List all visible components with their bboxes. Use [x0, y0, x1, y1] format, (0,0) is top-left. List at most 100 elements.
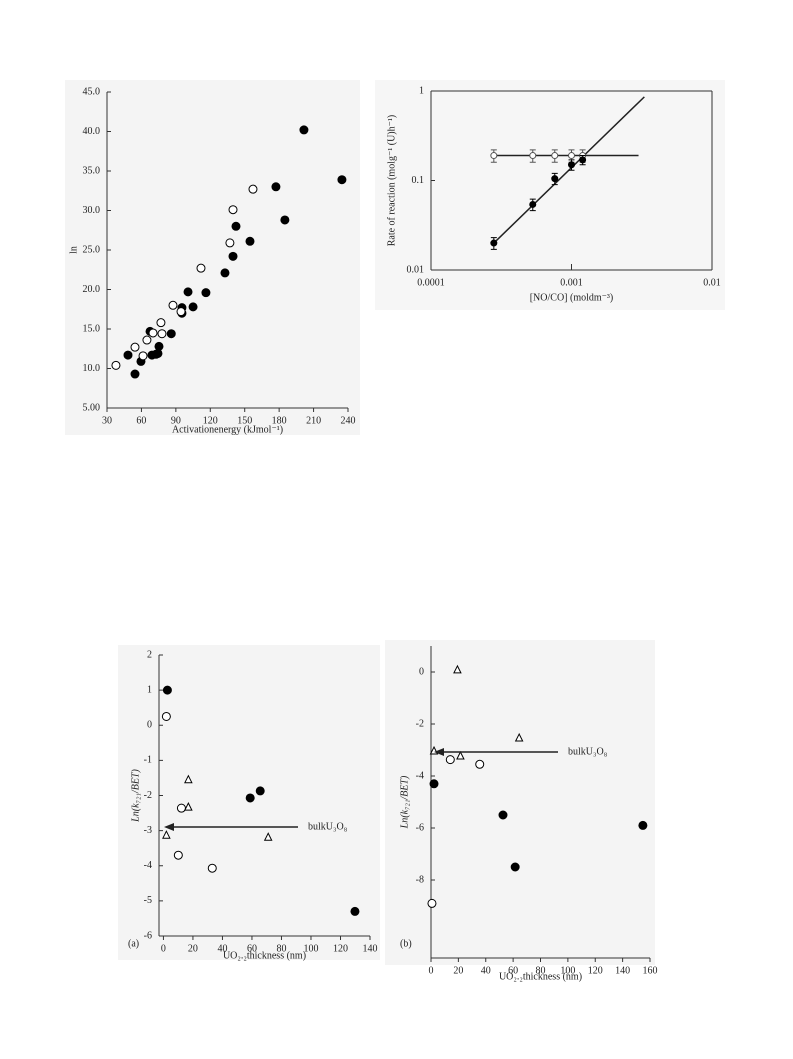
x-tick-label: 140 — [615, 965, 630, 976]
y-tick-label: -1 — [144, 755, 152, 766]
x-tick-label: 20 — [453, 965, 463, 976]
y-tick-label: -5 — [144, 895, 152, 906]
annotation: bulkU₃O₈ — [568, 746, 608, 757]
data-point — [173, 850, 183, 860]
data-point — [271, 182, 281, 192]
y-tick-label: 0 — [147, 720, 152, 731]
data-point — [429, 779, 439, 789]
data-point — [638, 820, 648, 830]
arrow-head — [434, 748, 444, 756]
y-tick-label: 0 — [419, 666, 424, 677]
x-axis-label: Activationenergy (kJmol⁻¹) — [172, 424, 283, 435]
x-tick-label: 120 — [203, 415, 218, 426]
x-tick-label: 40 — [217, 943, 227, 954]
panel-background — [385, 640, 655, 965]
data-point — [142, 335, 152, 345]
x-tick-label: 150 — [237, 415, 252, 426]
x-tick-label: 30 — [102, 415, 112, 426]
x-tick-label: 210 — [306, 415, 321, 426]
data-point — [228, 205, 238, 215]
x-tick-label: 60 — [136, 415, 146, 426]
annotation: bulkU₃O₈ — [308, 821, 348, 832]
y-tick-label: 20.0 — [83, 284, 101, 295]
x-tick-label: 0 — [429, 965, 434, 976]
y-tick-label: 45.0 — [83, 86, 101, 97]
data-point — [453, 664, 462, 674]
data-point — [337, 175, 347, 185]
y-tick-label: -4 — [416, 770, 424, 781]
data-point — [280, 215, 290, 225]
y-tick-label: 15.0 — [83, 323, 101, 334]
data-point — [148, 328, 158, 338]
y-axis-label: ln — [68, 246, 79, 254]
panel-background — [65, 80, 360, 435]
data-point — [445, 755, 455, 765]
data-point — [161, 711, 171, 721]
x-axis-label: UO₂.₂thickness (nm) — [499, 971, 582, 982]
data-point — [184, 774, 193, 784]
data-point — [514, 732, 524, 742]
y-tick-label: 40.0 — [83, 126, 101, 137]
x-axis-label: [NO/CO] (moldm⁻³) — [530, 292, 614, 303]
y-tick-label: 10.0 — [83, 363, 101, 374]
y-tick-label: 30.0 — [83, 205, 101, 216]
data-point — [529, 152, 537, 160]
data-point — [225, 238, 235, 248]
data-point — [245, 793, 255, 803]
y-tick-label: -6 — [416, 822, 424, 833]
y-tick-label: -3 — [144, 825, 152, 836]
data-point — [154, 341, 164, 351]
data-point — [529, 200, 537, 208]
data-point — [248, 184, 258, 194]
arrow-head — [164, 823, 174, 831]
x-tick-label: 80 — [536, 965, 546, 976]
data-point — [475, 759, 485, 769]
data-point — [220, 268, 230, 278]
y-tick-label: 25.0 — [83, 244, 101, 255]
data-point — [138, 351, 148, 361]
data-point — [201, 288, 211, 298]
x-tick-label: 120 — [333, 943, 348, 954]
y-axis-label: Ln(k₇₂₁/BET) — [399, 775, 410, 829]
x-tick-label: 120 — [588, 965, 603, 976]
data-point — [551, 152, 559, 160]
data-point — [111, 360, 121, 370]
y-tick-label: 1 — [147, 684, 152, 695]
data-point — [579, 156, 587, 164]
x-tick-label: 0.01 — [703, 277, 721, 288]
data-point — [183, 287, 193, 297]
x-tick-label: 0 — [161, 943, 166, 954]
data-point — [123, 350, 133, 360]
data-point — [130, 369, 140, 379]
data-point — [207, 863, 217, 873]
y-tick-label: 35.0 — [83, 165, 101, 176]
y-tick-label: -2 — [144, 790, 152, 801]
data-point — [510, 862, 520, 872]
data-point — [176, 307, 186, 317]
y-tick-label: 5.00 — [83, 402, 101, 413]
y-tick-label: 0.1 — [412, 175, 425, 186]
x-tick-label: 180 — [272, 415, 287, 426]
y-tick-label: -4 — [144, 860, 152, 871]
x-tick-label: 40 — [481, 965, 491, 976]
data-point — [157, 329, 167, 339]
data-point — [427, 898, 437, 908]
data-point — [245, 236, 255, 246]
data-point — [156, 318, 166, 328]
data-point — [162, 830, 171, 839]
x-tick-label: 80 — [276, 943, 286, 954]
panel-background — [118, 645, 380, 960]
data-point — [568, 152, 575, 160]
y-tick-label: -8 — [416, 874, 424, 885]
x-tick-label: 90 — [171, 415, 181, 426]
data-point — [184, 801, 193, 811]
data-point — [196, 263, 206, 273]
x-tick-label: 160 — [643, 965, 658, 976]
x-tick-label: 140 — [363, 943, 378, 954]
y-tick-label: 0.01 — [407, 264, 425, 275]
data-point — [176, 803, 186, 813]
x-tick-label: 60 — [508, 965, 518, 976]
x-tick-label: 20 — [188, 943, 198, 954]
data-point — [162, 685, 172, 695]
data-point — [166, 329, 176, 339]
